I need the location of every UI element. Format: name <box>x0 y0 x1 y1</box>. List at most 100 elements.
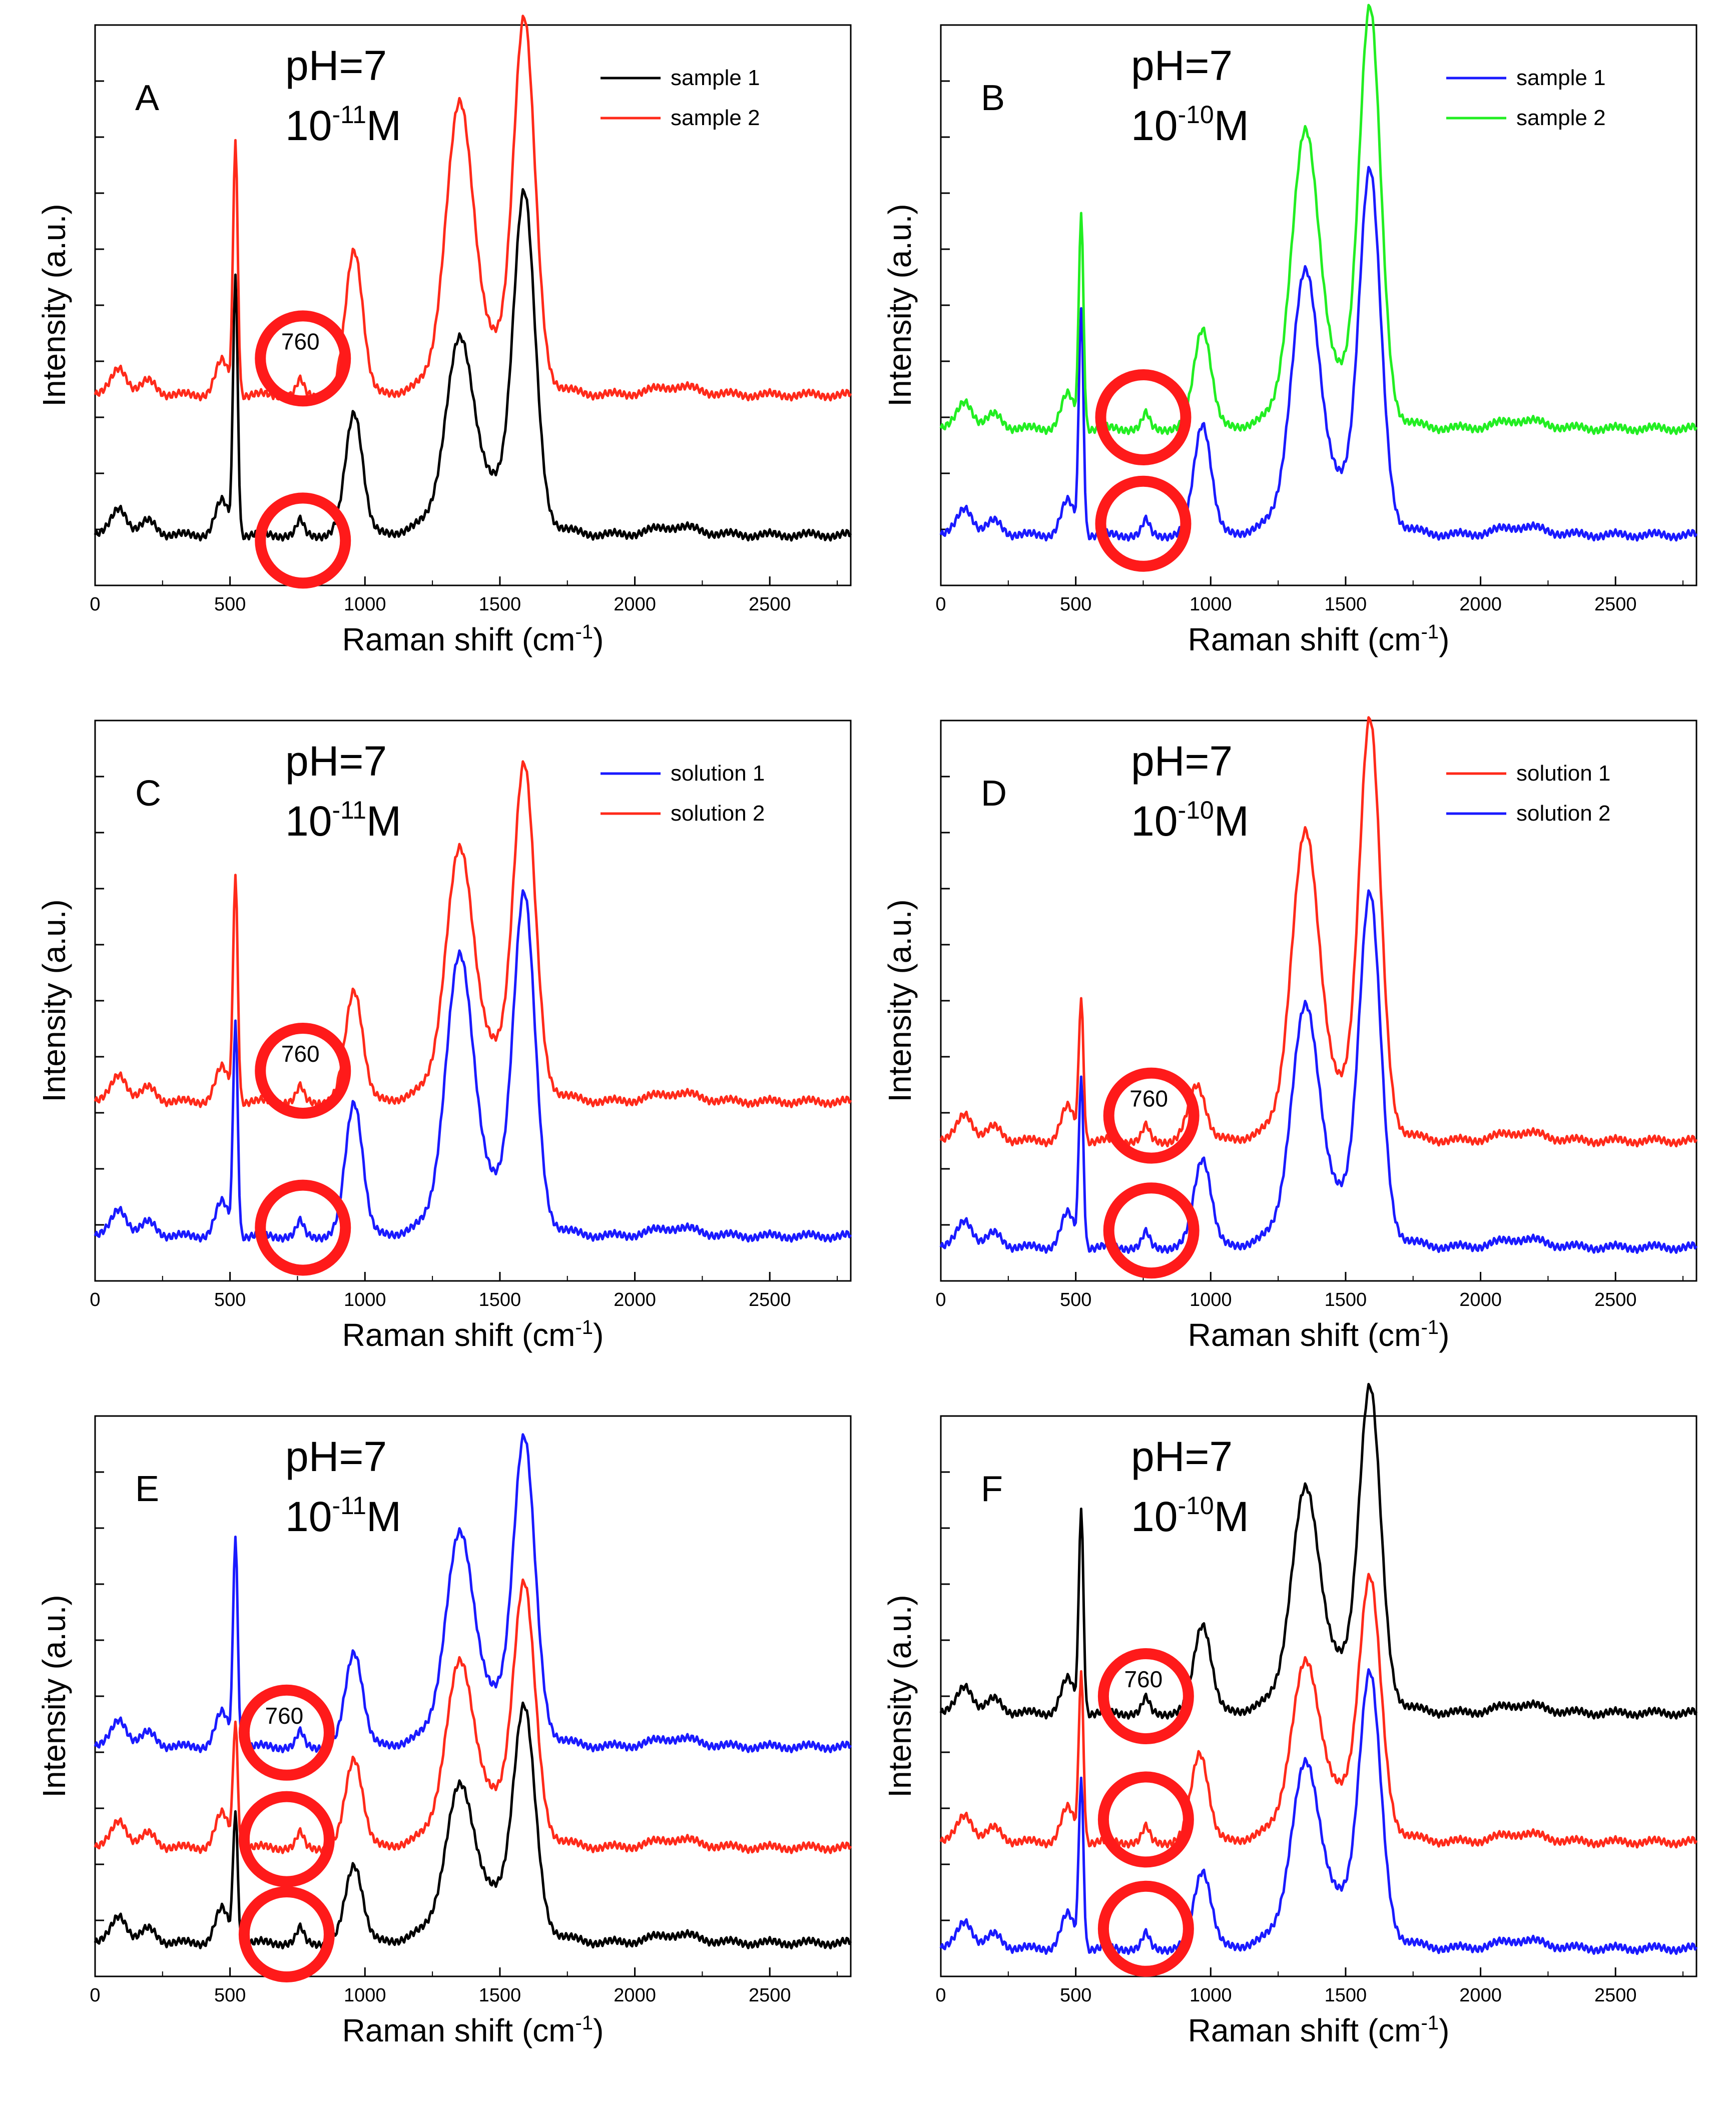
x-tick-label: 1000 <box>1190 1289 1232 1310</box>
panel-letter: B <box>981 78 1005 118</box>
panel-A-svg: 0 500 1000 1500 2000 2500 Raman shift (cm-1) In… <box>36 15 852 657</box>
series-line-2 <box>939 4 1698 435</box>
x-tick-label: 2500 <box>1594 1289 1637 1310</box>
condition-ph: pH=7 <box>285 1433 387 1480</box>
x-tick-label: 2000 <box>614 594 656 615</box>
series-line-1 <box>939 1382 1698 1720</box>
x-axis-label: Raman shift (cm-1) <box>342 621 604 657</box>
marker-circle-2 <box>1095 475 1192 572</box>
annotation-760: 760 <box>281 1041 320 1067</box>
legend-label-2: solution 2 <box>1516 801 1610 826</box>
series-line-2 <box>939 1573 1698 1849</box>
x-tick-label: 1500 <box>1325 1985 1367 2006</box>
series-line-2 <box>94 15 852 402</box>
annotation-760: 760 <box>1124 1666 1163 1692</box>
condition-ph: pH=7 <box>1131 738 1233 785</box>
series-line-1 <box>94 1433 852 1754</box>
marker-circle-1 <box>255 1023 351 1119</box>
panel-C: 0 500 1000 1500 2000 2500 Raman shift (cm-1) In… <box>20 711 861 1381</box>
legend-label-1: sample 1 <box>1516 66 1606 90</box>
panel-letter: A <box>135 78 159 118</box>
legend-label-2: sample 2 <box>671 106 760 130</box>
panel-C-svg: 0 500 1000 1500 2000 2500 Raman shift (cm-1) In… <box>36 720 852 1353</box>
marker-circle-3 <box>238 1886 335 1982</box>
marker-circle-3 <box>1097 1880 1194 1977</box>
panel-B-svg: 0 500 1000 1500 2000 2500 Raman shift (cm-1) In… <box>882 4 1698 657</box>
x-tick-label: 2500 <box>1594 594 1637 615</box>
panel-A: 0 500 1000 1500 2000 2500 Raman shift (cm-1) In… <box>20 15 861 685</box>
panel-D-svg: 0 500 1000 1500 2000 2500 Raman shift (cm-1) In… <box>882 716 1698 1353</box>
marker-circle-2 <box>255 492 351 589</box>
marker-circle-1 <box>238 1684 335 1781</box>
x-tick-label: 0 <box>90 594 100 615</box>
series-line-2 <box>939 889 1698 1254</box>
panel-E-svg: 0 500 1000 1500 2000 2500 Raman shift (cm-1) In… <box>36 1415 852 2048</box>
x-tick-label: 1000 <box>344 1985 386 2006</box>
y-axis-label: Intensity (a.u.) <box>882 204 918 407</box>
x-tick-label: 1500 <box>1325 594 1367 615</box>
x-tick-label: 0 <box>935 1985 946 2006</box>
x-tick-label: 1500 <box>1325 1289 1367 1310</box>
condition-concentration: 10-11M <box>285 1492 401 1540</box>
panel-E: 0 500 1000 1500 2000 2500 Raman shift (cm-1) In… <box>20 1406 861 2076</box>
marker-circle-1 <box>1097 1648 1194 1744</box>
x-tick-label: 500 <box>1060 594 1091 615</box>
condition-ph: pH=7 <box>285 738 387 785</box>
marker-circle-2 <box>255 1179 351 1276</box>
x-tick-label: 500 <box>214 1289 246 1310</box>
marker-circle-1 <box>1103 1067 1200 1164</box>
x-tick-label: 2000 <box>1459 594 1502 615</box>
x-tick-label: 0 <box>935 594 946 615</box>
condition-concentration: 10-10M <box>1131 101 1249 149</box>
x-tick-label: 1500 <box>479 1289 521 1310</box>
plot-frame <box>94 1415 852 1977</box>
panel-D: 0 500 1000 1500 2000 2500 Raman shift (cm-1) In… <box>866 711 1706 1381</box>
legend-label-1: solution 1 <box>1516 761 1610 786</box>
x-tick-label: 2000 <box>614 1289 656 1310</box>
x-tick-label: 2500 <box>749 1289 791 1310</box>
x-tick-label: 500 <box>214 1985 246 2006</box>
legend-label-2: solution 2 <box>671 801 765 826</box>
x-tick-label: 500 <box>214 594 246 615</box>
x-tick-label: 1000 <box>1190 594 1232 615</box>
x-tick-label: 2500 <box>749 1985 791 2006</box>
x-tick-label: 1000 <box>344 1289 386 1310</box>
y-axis-label: Intensity (a.u.) <box>36 204 72 407</box>
legend-label-1: sample 1 <box>671 66 760 90</box>
x-tick-label: 0 <box>935 1289 946 1310</box>
panel-F-svg: 0 500 1000 1500 2000 2500 Raman shift (cm-1) In… <box>882 1382 1698 2048</box>
legend-label-1: solution 1 <box>671 761 765 786</box>
x-axis-label: Raman shift (cm-1) <box>342 2012 604 2048</box>
series-line-3 <box>939 1668 1698 1955</box>
x-axis-label: Raman shift (cm-1) <box>1188 621 1450 657</box>
x-tick-label: 1500 <box>479 1985 521 2006</box>
plot-frame <box>940 1415 1697 1977</box>
y-axis-label: Intensity (a.u.) <box>36 899 72 1102</box>
y-axis-label: Intensity (a.u.) <box>882 899 918 1102</box>
x-tick-label: 2000 <box>1459 1985 1502 2006</box>
x-tick-label: 2000 <box>1459 1289 1502 1310</box>
y-axis-label: Intensity (a.u.) <box>36 1595 72 1798</box>
condition-ph: pH=7 <box>1131 1433 1233 1480</box>
condition-ph: pH=7 <box>285 42 387 89</box>
series-line-3 <box>94 1701 852 1950</box>
series-line-2 <box>94 760 852 1108</box>
x-tick-label: 1500 <box>479 594 521 615</box>
x-tick-label: 1000 <box>344 594 386 615</box>
x-tick-label: 0 <box>90 1985 100 2006</box>
series-line-1 <box>939 166 1698 542</box>
legend-label-2: sample 2 <box>1516 106 1606 130</box>
x-tick-label: 1000 <box>1190 1985 1232 2006</box>
panel-letter: C <box>135 774 161 814</box>
x-axis-label: Raman shift (cm-1) <box>1188 2012 1450 2048</box>
panel-F: 0 500 1000 1500 2000 2500 Raman shift (cm-1) In… <box>866 1382 1706 2076</box>
condition-concentration: 10-10M <box>1131 796 1249 845</box>
annotation-760: 760 <box>265 1703 304 1729</box>
annotation-760: 760 <box>1129 1086 1168 1112</box>
x-tick-label: 2000 <box>614 1985 656 2006</box>
condition-concentration: 10-11M <box>285 101 401 149</box>
marker-circle-2 <box>1097 1771 1194 1868</box>
x-tick-label: 500 <box>1060 1985 1091 2006</box>
series-line-1 <box>94 889 852 1243</box>
x-tick-label: 2500 <box>1594 1985 1637 2006</box>
